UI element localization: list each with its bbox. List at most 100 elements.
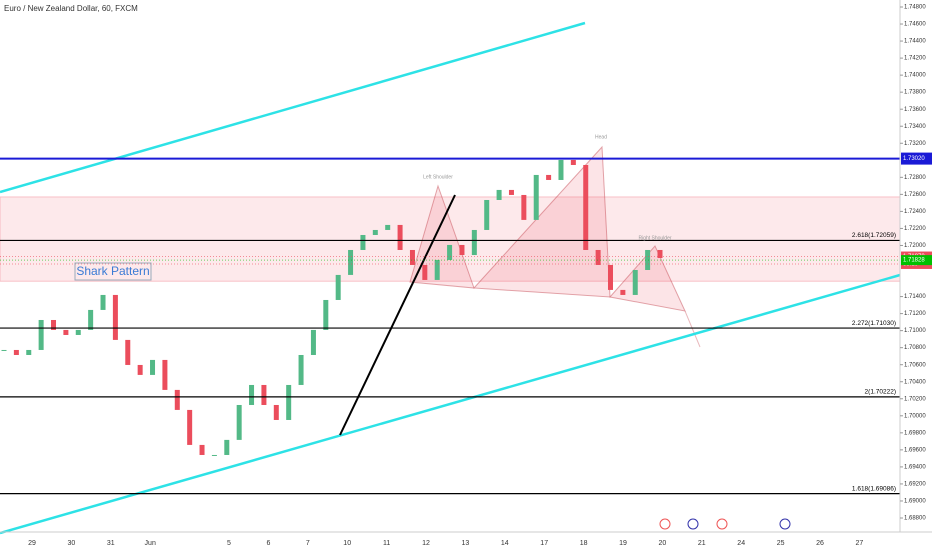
x-tick-label: 19	[619, 540, 627, 547]
candle-body	[348, 249, 354, 275]
candle-body	[397, 224, 403, 250]
annotation-box	[74, 262, 152, 281]
candle-body	[112, 294, 118, 340]
candle-body	[645, 249, 651, 270]
y-tick-label: 1.72800	[904, 175, 926, 181]
y-tick-label: 1.69400	[904, 464, 926, 470]
pattern-label: Head	[595, 134, 607, 140]
y-tick-label: 1.70200	[904, 396, 926, 402]
y-tick-label: 1.71200	[904, 311, 926, 317]
y-tick-label: 1.70000	[904, 413, 926, 419]
trend-line	[0, 273, 901, 535]
candle-body	[533, 174, 539, 220]
x-tick-label: 17	[540, 540, 548, 547]
candle-body	[211, 454, 217, 456]
candle-body	[434, 259, 440, 280]
candle-body	[38, 319, 44, 350]
level-label: 1.618(1.69086)	[852, 485, 896, 492]
candle-body	[310, 329, 316, 355]
candle-body	[409, 249, 415, 265]
x-tick-label: 24	[737, 540, 745, 547]
price-tag	[901, 255, 932, 266]
candle-body	[286, 384, 292, 420]
candle-body	[360, 234, 366, 250]
supply-zone	[0, 196, 901, 282]
candle-body	[496, 189, 502, 200]
candle-body	[63, 329, 69, 335]
y-tick-label: 1.73800	[904, 90, 926, 96]
event-icon[interactable]	[659, 518, 671, 530]
candle-body	[521, 194, 527, 220]
x-tick-label: 30	[68, 540, 76, 547]
y-tick-label: 1.74400	[904, 39, 926, 45]
x-tick-label: 6	[266, 540, 270, 547]
x-tick-label: 7	[306, 540, 310, 547]
x-tick-label: 27	[856, 540, 864, 547]
y-tick-label: 1.74200	[904, 56, 926, 62]
y-tick-label: 1.69800	[904, 430, 926, 436]
candle-body	[88, 309, 94, 330]
y-tick-label: 1.72000	[904, 243, 926, 249]
candle-body	[335, 274, 341, 300]
candle-body	[249, 384, 255, 405]
x-tick-label: 13	[462, 540, 470, 547]
annotation: Shark Pattern	[76, 264, 149, 278]
x-tick-label: 5	[227, 540, 231, 547]
y-tick-label: 1.71000	[904, 328, 926, 334]
y-tick-label: 1.70400	[904, 379, 926, 385]
candle-body	[261, 384, 267, 405]
trend-line	[339, 194, 456, 436]
candle-body	[224, 439, 230, 455]
pattern-line	[684, 310, 701, 348]
candle-body	[570, 159, 576, 165]
y-tick-label: 1.69200	[904, 482, 926, 488]
y-tick-label: 1.70600	[904, 362, 926, 368]
x-tick-label: 11	[383, 540, 390, 547]
y-tick-label: 1.73200	[904, 141, 926, 147]
y-tick-label: 1.69600	[904, 447, 926, 453]
candle-body	[273, 404, 279, 420]
candle-body	[607, 264, 613, 290]
candle-body	[508, 189, 514, 195]
candle-body	[558, 159, 564, 180]
candle-body	[657, 249, 663, 258]
y-tick-label: 1.69000	[904, 499, 926, 505]
x-tick-label: 31	[107, 540, 115, 547]
level-label: 2.618(1.72059)	[852, 232, 896, 239]
x-tick-label: 10	[343, 540, 351, 547]
candle-body	[162, 359, 168, 390]
pattern-label: Right Shoulder	[638, 235, 671, 241]
x-tick-label: 21	[698, 540, 706, 547]
candle-body	[620, 289, 626, 295]
candle-body	[583, 164, 589, 250]
x-tick-label: 25	[777, 540, 785, 547]
trend-line	[0, 21, 586, 194]
event-icon[interactable]	[687, 518, 699, 530]
x-tick-label: 26	[816, 540, 824, 547]
price-tag	[901, 152, 932, 165]
candle-body	[174, 389, 180, 410]
event-icon[interactable]	[716, 518, 728, 530]
event-icon[interactable]	[779, 518, 791, 530]
chart-title: Euro / New Zealand Dollar, 60, FXCM	[4, 4, 138, 13]
x-tick-label: Jun	[145, 540, 156, 547]
candle-body	[125, 339, 131, 365]
candle-body	[632, 269, 638, 295]
candle-body	[1, 349, 7, 351]
y-tick-label: 1.71400	[904, 294, 926, 300]
level-label: 2(1.70222)	[865, 389, 896, 396]
candle-body	[546, 174, 552, 180]
candle-body	[447, 244, 453, 260]
candle-body	[51, 319, 57, 330]
candle-body	[372, 229, 378, 235]
candle-body	[385, 224, 391, 230]
y-tick-label: 1.68800	[904, 516, 926, 522]
pattern-label: Left Shoulder	[423, 174, 453, 180]
candle-body	[199, 444, 205, 455]
y-tick-label: 1.73400	[904, 124, 926, 130]
y-tick-label: 1.72200	[904, 226, 926, 232]
pattern-shape	[609, 245, 686, 312]
y-tick-label: 1.72600	[904, 192, 926, 198]
